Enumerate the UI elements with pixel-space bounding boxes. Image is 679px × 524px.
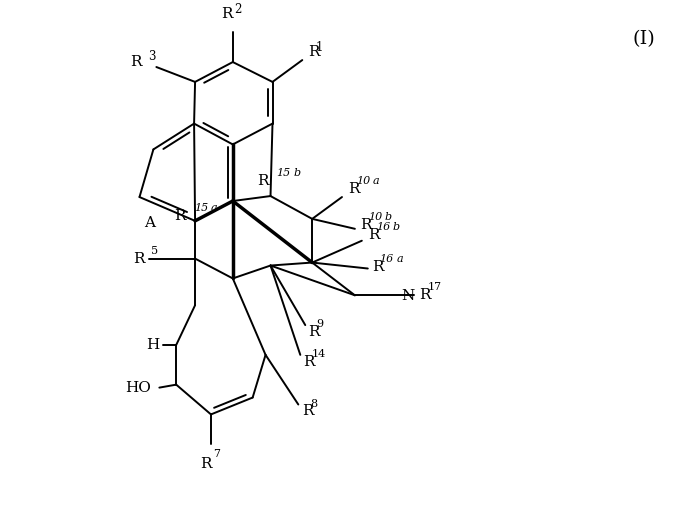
Text: 10: 10 bbox=[368, 212, 382, 222]
Text: N: N bbox=[401, 289, 414, 303]
Text: A: A bbox=[144, 216, 155, 230]
Text: a: a bbox=[211, 203, 217, 213]
Text: 16: 16 bbox=[375, 222, 390, 232]
Text: 14: 14 bbox=[311, 349, 325, 359]
Text: R: R bbox=[302, 405, 314, 419]
Text: 17: 17 bbox=[427, 282, 441, 292]
Text: b: b bbox=[293, 168, 301, 178]
Text: R: R bbox=[175, 209, 186, 223]
Text: 15: 15 bbox=[276, 168, 291, 178]
Text: R: R bbox=[133, 252, 145, 266]
Text: R: R bbox=[308, 45, 320, 59]
Text: a: a bbox=[397, 254, 403, 264]
Text: 8: 8 bbox=[310, 398, 317, 409]
Text: a: a bbox=[373, 176, 380, 186]
Text: b: b bbox=[392, 222, 400, 232]
Text: R: R bbox=[420, 288, 431, 302]
Text: 2: 2 bbox=[234, 3, 241, 16]
Text: R: R bbox=[360, 218, 371, 232]
Text: 15: 15 bbox=[194, 203, 208, 213]
Text: R: R bbox=[257, 174, 268, 188]
Text: R: R bbox=[368, 228, 380, 242]
Text: R: R bbox=[200, 457, 212, 471]
Text: 1: 1 bbox=[315, 41, 323, 53]
Text: HO: HO bbox=[126, 380, 151, 395]
Text: 3: 3 bbox=[149, 50, 156, 62]
Text: 7: 7 bbox=[213, 449, 220, 459]
Text: R: R bbox=[221, 7, 233, 21]
Text: 10: 10 bbox=[356, 176, 370, 186]
Text: 16: 16 bbox=[380, 254, 394, 264]
Text: R: R bbox=[304, 355, 315, 369]
Text: (I): (I) bbox=[633, 30, 655, 48]
Text: H: H bbox=[146, 338, 160, 352]
Text: R: R bbox=[130, 55, 141, 69]
Text: b: b bbox=[385, 212, 392, 222]
Text: 9: 9 bbox=[316, 319, 323, 329]
Text: R: R bbox=[308, 325, 320, 339]
Text: 5: 5 bbox=[151, 246, 158, 256]
Text: R: R bbox=[348, 182, 359, 196]
Text: R: R bbox=[372, 259, 383, 274]
